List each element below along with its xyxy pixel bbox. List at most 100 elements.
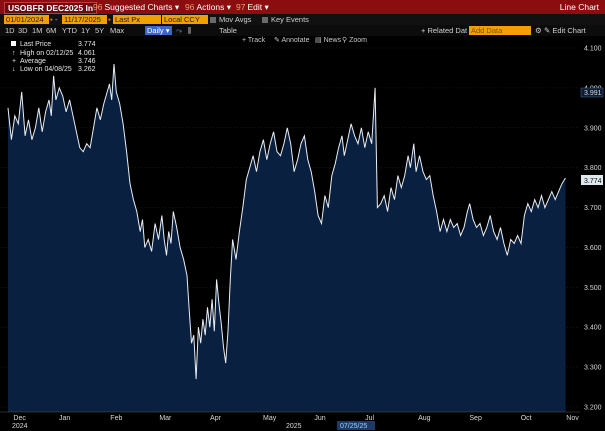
- x-axis-year-start: 2024: [12, 423, 28, 430]
- x-axis-year-mid: 2025: [286, 423, 302, 430]
- magnifier-icon: ⚲: [342, 36, 349, 44]
- key-events-toggle[interactable]: Key Events: [262, 15, 309, 24]
- legend-low-label: Low on 04/08/25: [20, 66, 72, 73]
- x-tick-label: May: [263, 415, 277, 422]
- title-bar: USOBFR DEC2025 In 96 Suggested Charts ▾ 9…: [0, 0, 605, 14]
- chevron-down-icon: ▾: [172, 2, 180, 12]
- calendar-icon[interactable]: ▪: [108, 15, 111, 24]
- x-tick-label: Oct: [521, 415, 532, 422]
- price-chart[interactable]: + Track ✎ Annotate ▤ News ⚲ Zoom Last Pr…: [0, 36, 605, 431]
- plus-icon: +: [421, 26, 428, 35]
- y-tick-label: 3.200: [584, 405, 602, 412]
- calendar-icon[interactable]: ▪: [50, 15, 53, 24]
- legend-last-value: 3.774: [78, 41, 96, 48]
- bar-chart-icon[interactable]: ⫼: [188, 26, 192, 35]
- chart-type-label: Line Chart: [559, 2, 599, 12]
- edit-chart-button[interactable]: ✎ Edit Chart: [544, 26, 586, 35]
- chevron-down-icon: ▾: [224, 2, 231, 12]
- y-tick-label: 3.400: [584, 325, 602, 332]
- x-tick-label: Aug: [418, 415, 431, 422]
- key-events-label: Key Events: [271, 15, 309, 24]
- legend-high-arrow-icon: ↑: [12, 50, 16, 57]
- x-tick-label: Jun: [314, 415, 325, 422]
- news-button[interactable]: ▤ News: [315, 37, 342, 44]
- y-tick-label: 3.300: [584, 365, 602, 372]
- y-tick-label: 3.500: [584, 285, 602, 292]
- x-tick-label: Dec: [13, 415, 26, 422]
- legend-high-value: 4.061: [78, 50, 96, 57]
- x-axis: Dec Jan Feb Mar Apr May Jun Jul Aug Sep Oct Nov: [13, 415, 579, 422]
- related-data-label: + Related Dat: [421, 26, 467, 35]
- x-tick-label: Sep: [469, 415, 482, 422]
- price-area: [8, 64, 566, 412]
- last-price-tag: [581, 175, 603, 185]
- y-tick-label: 3.600: [584, 245, 602, 252]
- frequency-select[interactable]: Daily ▾: [145, 26, 172, 35]
- actions-menu[interactable]: 96 Actions ▾: [185, 2, 231, 12]
- pencil-icon: ✎: [544, 26, 553, 35]
- menu-label: Actions: [196, 2, 225, 12]
- ticker-field[interactable]: USOBFR DEC2025 In: [4, 2, 98, 14]
- period-3d[interactable]: 3D: [18, 26, 28, 35]
- crosshair-date-tag: [337, 421, 375, 430]
- chart-style-icon[interactable]: ⤳: [176, 26, 182, 35]
- y-tick-label: 3.700: [584, 205, 602, 212]
- edit-menu[interactable]: 97 Edit ▾: [236, 2, 269, 12]
- mov-avgs-toggle[interactable]: Mov Avgs: [210, 15, 251, 24]
- news-icon: ▤: [315, 37, 324, 44]
- settings-icon[interactable]: ⚙: [535, 26, 542, 35]
- menu-label: Edit: [247, 2, 263, 12]
- price-line: [7, 63, 566, 380]
- period-max[interactable]: Max: [110, 26, 125, 35]
- zoom-button[interactable]: ⚲ Zoom: [342, 36, 367, 44]
- end-date-field[interactable]: 11/17/2025: [62, 15, 107, 24]
- legend: Last Price 3.774 ↑ High on 02/12/25 4.06…: [11, 41, 96, 73]
- crosshair-value-text: 3.991: [584, 90, 602, 97]
- menu-number: 97: [236, 2, 246, 12]
- legend-swatch: [11, 41, 16, 46]
- chart-toolbar: + Track ✎ Annotate ▤ News ⚲ Zoom: [242, 36, 367, 44]
- currency-select[interactable]: Local CCY: [162, 15, 208, 24]
- period-1y[interactable]: 1Y: [81, 26, 91, 35]
- frequency-label: Daily: [147, 26, 164, 35]
- legend-average-value: 3.746: [78, 58, 96, 65]
- period-1d[interactable]: 1D: [5, 26, 15, 35]
- pencil-icon: ✎: [274, 37, 281, 44]
- period-5y[interactable]: 5Y: [95, 26, 105, 35]
- y-tick-label: 3.900: [584, 125, 602, 132]
- y-tick-label: 4.100: [584, 46, 602, 53]
- legend-high-label: High on 02/12/25: [20, 50, 73, 57]
- date-separator: -: [55, 15, 58, 24]
- track-button[interactable]: + Track: [242, 37, 266, 44]
- period-ytd[interactable]: YTD: [62, 26, 77, 35]
- x-tick-label: Jan: [59, 415, 70, 422]
- table-button[interactable]: Table: [219, 26, 237, 35]
- x-tick-label: Apr: [210, 415, 222, 422]
- crosshair-date-text: 07/25/25: [340, 423, 367, 430]
- x-tick-label: Mar: [159, 415, 172, 422]
- related-data-text: Related Dat: [427, 26, 468, 35]
- chevron-down-icon: ▾: [163, 26, 170, 35]
- chevron-down-icon: ▾: [262, 2, 269, 12]
- last-price-text: 3.774: [584, 178, 602, 185]
- controls-bar: 01/01/2024 ▪ - 11/17/2025 ▪ Last Px Loca…: [0, 14, 605, 25]
- edit-chart-label: Edit Chart: [552, 26, 586, 35]
- suggested-charts-menu[interactable]: 96 Suggested Charts ▾: [93, 2, 179, 12]
- start-date-field[interactable]: 01/01/2024: [4, 15, 49, 24]
- period-6m[interactable]: 6M: [46, 26, 57, 35]
- price-field-select[interactable]: Last Px: [113, 15, 161, 24]
- menu-number: 96: [93, 2, 103, 12]
- legend-average-icon: +: [12, 58, 16, 65]
- menu-label: Suggested Charts: [104, 2, 173, 12]
- x-tick-label: Nov: [566, 415, 579, 422]
- y-tick-label: 3.800: [584, 165, 602, 172]
- annotate-button[interactable]: ✎ Annotate: [274, 37, 310, 44]
- x-tick-label: Jul: [365, 415, 374, 422]
- periods-bar: 1D 3D 1M 6M YTD 1Y 5Y Max Daily ▾ ⤳ ⫼ Ta…: [0, 25, 605, 36]
- add-data-input[interactable]: Add Data: [469, 26, 531, 35]
- mov-avgs-label: Mov Avgs: [219, 15, 252, 24]
- legend-average-label: Average: [20, 58, 46, 65]
- y-axis: 3.200 3.300 3.400 3.500 3.600 3.700 3.800 3.900…: [584, 46, 602, 412]
- menu-number: 96: [185, 2, 195, 12]
- period-1m[interactable]: 1M: [32, 26, 43, 35]
